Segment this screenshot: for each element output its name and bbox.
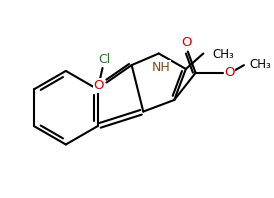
- Text: CH₃: CH₃: [250, 58, 272, 71]
- Text: CH₃: CH₃: [212, 48, 234, 61]
- Text: O: O: [93, 79, 104, 92]
- Text: O: O: [224, 66, 235, 79]
- Text: NH: NH: [151, 61, 170, 73]
- Text: Cl: Cl: [98, 53, 111, 66]
- Text: O: O: [182, 36, 192, 49]
